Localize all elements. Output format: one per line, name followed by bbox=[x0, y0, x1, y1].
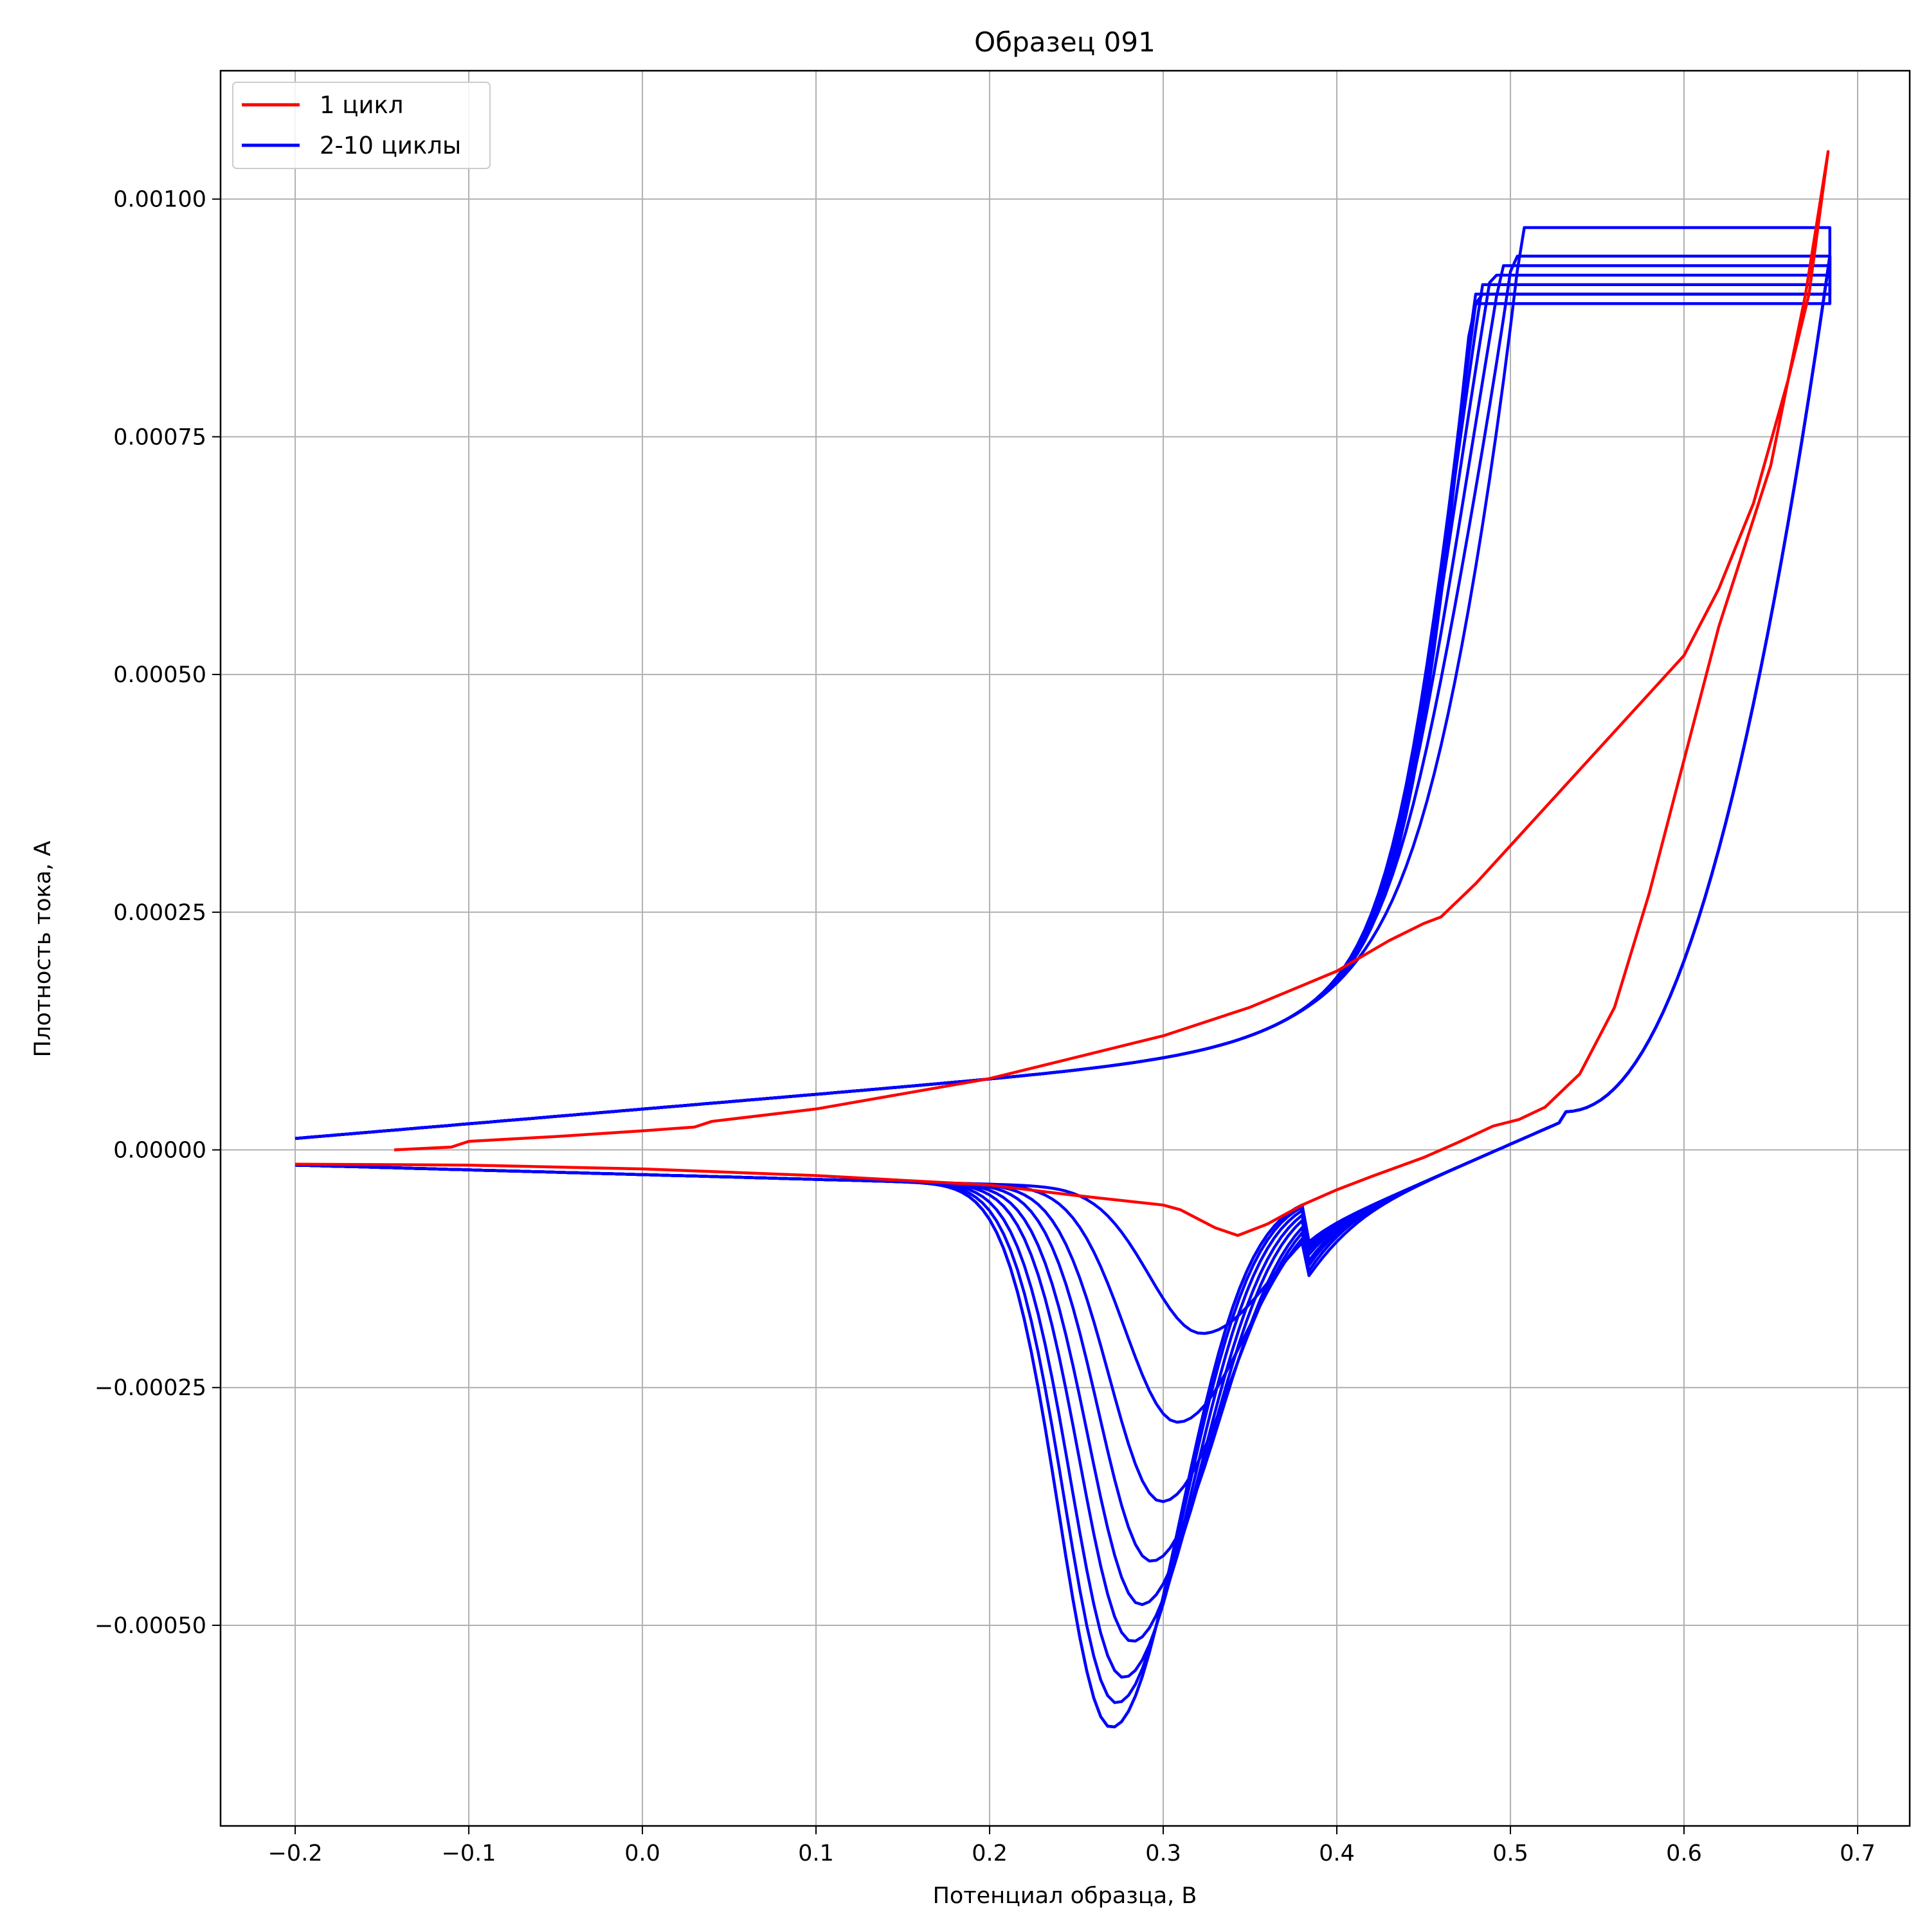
y-tick-label: 0.00050 bbox=[113, 662, 206, 688]
x-tick-label: 0.5 bbox=[1492, 1841, 1528, 1866]
grid-lines bbox=[221, 71, 1910, 1826]
legend-label-cycle-1: 1 цикл bbox=[320, 91, 404, 119]
x-axis-label: Потенциал образца, В bbox=[933, 1883, 1197, 1909]
legend: 1 цикл 2-10 циклы bbox=[232, 82, 491, 169]
plot-frame bbox=[219, 69, 1911, 1827]
chart-title: Образец 091 bbox=[974, 26, 1155, 58]
legend-label-cycles-2-10: 2-10 циклы bbox=[320, 132, 461, 159]
x-tick-label: 0.6 bbox=[1666, 1841, 1702, 1866]
plot-series bbox=[294, 150, 1832, 1729]
x-tick-label: −0.2 bbox=[268, 1841, 323, 1866]
y-tick-label: −0.00050 bbox=[95, 1613, 206, 1639]
y-tick-label: 0.00000 bbox=[113, 1138, 206, 1164]
x-tick-label: 0.4 bbox=[1319, 1841, 1355, 1866]
x-tick-label: −0.1 bbox=[442, 1841, 496, 1866]
series-cycle-11 bbox=[294, 255, 1832, 1729]
x-tick-label: 0.3 bbox=[1145, 1841, 1181, 1866]
y-axis-label: Плотность тока, А bbox=[30, 841, 56, 1058]
y-tick-label: 0.00100 bbox=[113, 187, 206, 213]
y-tick-label: 0.00025 bbox=[113, 900, 206, 926]
x-tick-label: 0.7 bbox=[1840, 1841, 1876, 1866]
x-tick-label: 0.0 bbox=[624, 1841, 660, 1866]
series-cycle-1 bbox=[295, 150, 1830, 1237]
y-tick-label: −0.00025 bbox=[95, 1375, 206, 1401]
x-tick-label: 0.2 bbox=[972, 1841, 1008, 1866]
x-tick-label: 0.1 bbox=[798, 1841, 834, 1866]
y-tick-label: 0.00075 bbox=[113, 424, 206, 450]
axis-ticks: −0.2 −0.1 0.0 0.1 0.2 0.3 0.4 0.5 0.6 0.7 −0.00050… bbox=[95, 187, 1876, 1866]
